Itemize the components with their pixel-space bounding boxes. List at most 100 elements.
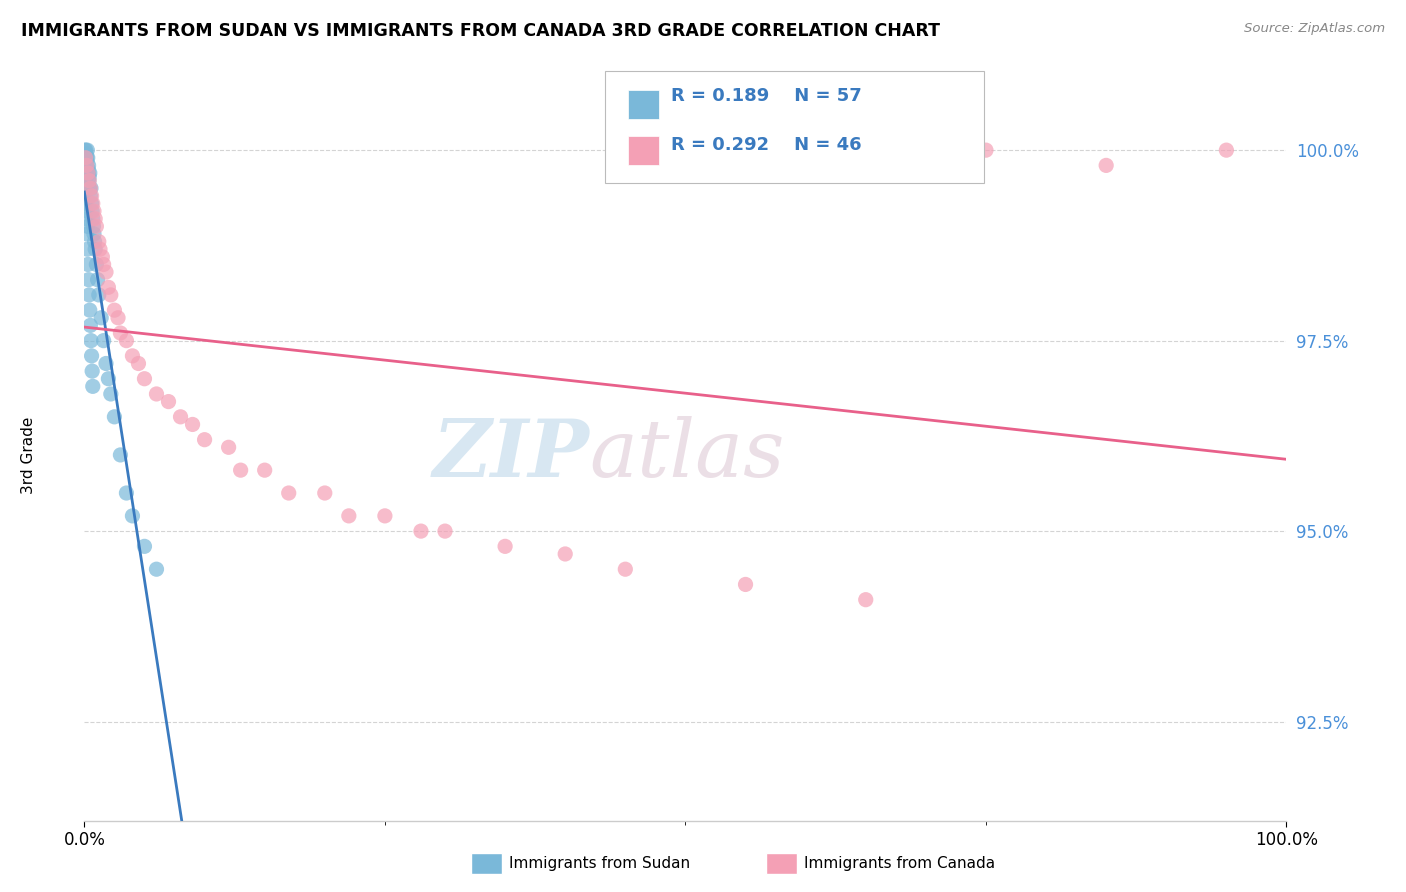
Point xyxy=(77,166,100,180)
Point xyxy=(110,448,132,462)
Point xyxy=(97,280,120,294)
Point xyxy=(277,486,299,500)
Point xyxy=(86,257,108,271)
Text: Immigrants from Sudan: Immigrants from Sudan xyxy=(509,856,690,871)
Point xyxy=(107,310,129,325)
Point xyxy=(110,326,132,340)
Text: R = 0.292    N = 46: R = 0.292 N = 46 xyxy=(671,136,862,154)
Point xyxy=(86,219,108,234)
Point xyxy=(409,524,432,538)
Point xyxy=(121,508,143,523)
Point xyxy=(734,577,756,591)
Point xyxy=(77,174,100,188)
Point xyxy=(855,592,877,607)
Point xyxy=(100,387,122,401)
Point xyxy=(614,562,637,576)
Point xyxy=(134,372,156,386)
Point xyxy=(145,562,167,576)
Point xyxy=(337,508,360,523)
Point xyxy=(87,288,110,302)
Point xyxy=(75,143,97,157)
Point xyxy=(82,364,104,378)
Point xyxy=(169,409,191,424)
Point xyxy=(94,265,117,279)
Point xyxy=(75,211,97,226)
Text: Immigrants from Canada: Immigrants from Canada xyxy=(804,856,995,871)
Point xyxy=(127,356,149,370)
Point xyxy=(103,409,125,424)
Point xyxy=(494,540,516,554)
Text: IMMIGRANTS FROM SUDAN VS IMMIGRANTS FROM CANADA 3RD GRADE CORRELATION CHART: IMMIGRANTS FROM SUDAN VS IMMIGRANTS FROM… xyxy=(21,22,941,40)
Point xyxy=(194,433,217,447)
Point xyxy=(77,257,100,271)
Point xyxy=(145,387,167,401)
Point xyxy=(93,334,115,348)
Point xyxy=(76,151,98,165)
Point xyxy=(80,189,103,203)
Point xyxy=(83,227,105,241)
Point xyxy=(80,334,103,348)
Y-axis label: 3rd Grade: 3rd Grade xyxy=(21,417,37,493)
Point xyxy=(82,204,104,219)
Point xyxy=(434,524,457,538)
Point xyxy=(229,463,252,477)
Point xyxy=(79,318,101,333)
Point xyxy=(84,242,107,256)
Point xyxy=(76,158,98,172)
Point xyxy=(77,169,100,184)
Point xyxy=(94,356,117,370)
Point xyxy=(91,250,114,264)
Point xyxy=(1095,158,1118,172)
Point xyxy=(76,227,98,241)
Point xyxy=(87,235,110,249)
Point xyxy=(77,174,100,188)
Text: ZIP: ZIP xyxy=(433,417,589,493)
Point xyxy=(90,310,112,325)
Point xyxy=(100,288,122,302)
Point xyxy=(73,174,96,188)
Point xyxy=(77,166,100,180)
Point xyxy=(75,154,97,169)
Point xyxy=(76,204,98,219)
Point xyxy=(89,242,111,256)
Point xyxy=(97,372,120,386)
Point xyxy=(82,219,104,234)
Point xyxy=(1215,143,1237,157)
Text: atlas: atlas xyxy=(589,417,785,493)
Point xyxy=(76,143,98,157)
Point xyxy=(93,257,115,271)
Point xyxy=(253,463,276,477)
Point xyxy=(103,303,125,318)
Point xyxy=(77,273,100,287)
Point xyxy=(79,181,101,195)
Point xyxy=(76,242,98,256)
Point xyxy=(115,486,138,500)
Point xyxy=(83,235,105,249)
Point xyxy=(76,158,98,172)
Point xyxy=(974,143,997,157)
Point xyxy=(83,204,105,219)
Point xyxy=(77,162,100,177)
Point xyxy=(314,486,336,500)
Point xyxy=(76,151,98,165)
Text: R = 0.189    N = 57: R = 0.189 N = 57 xyxy=(671,87,862,104)
Point xyxy=(79,181,101,195)
Point xyxy=(157,394,180,409)
Point xyxy=(82,196,104,211)
Point xyxy=(181,417,204,432)
Point xyxy=(73,143,96,157)
Point xyxy=(84,211,107,226)
Point xyxy=(79,166,101,180)
Point xyxy=(77,288,100,302)
Point xyxy=(86,273,108,287)
Point xyxy=(82,211,104,226)
Point xyxy=(374,508,396,523)
Point xyxy=(75,151,97,165)
Point xyxy=(79,189,101,203)
Point xyxy=(115,334,138,348)
Point xyxy=(82,379,104,393)
Point xyxy=(75,147,97,161)
Point xyxy=(75,196,97,211)
Point xyxy=(134,540,156,554)
Point xyxy=(75,181,97,195)
